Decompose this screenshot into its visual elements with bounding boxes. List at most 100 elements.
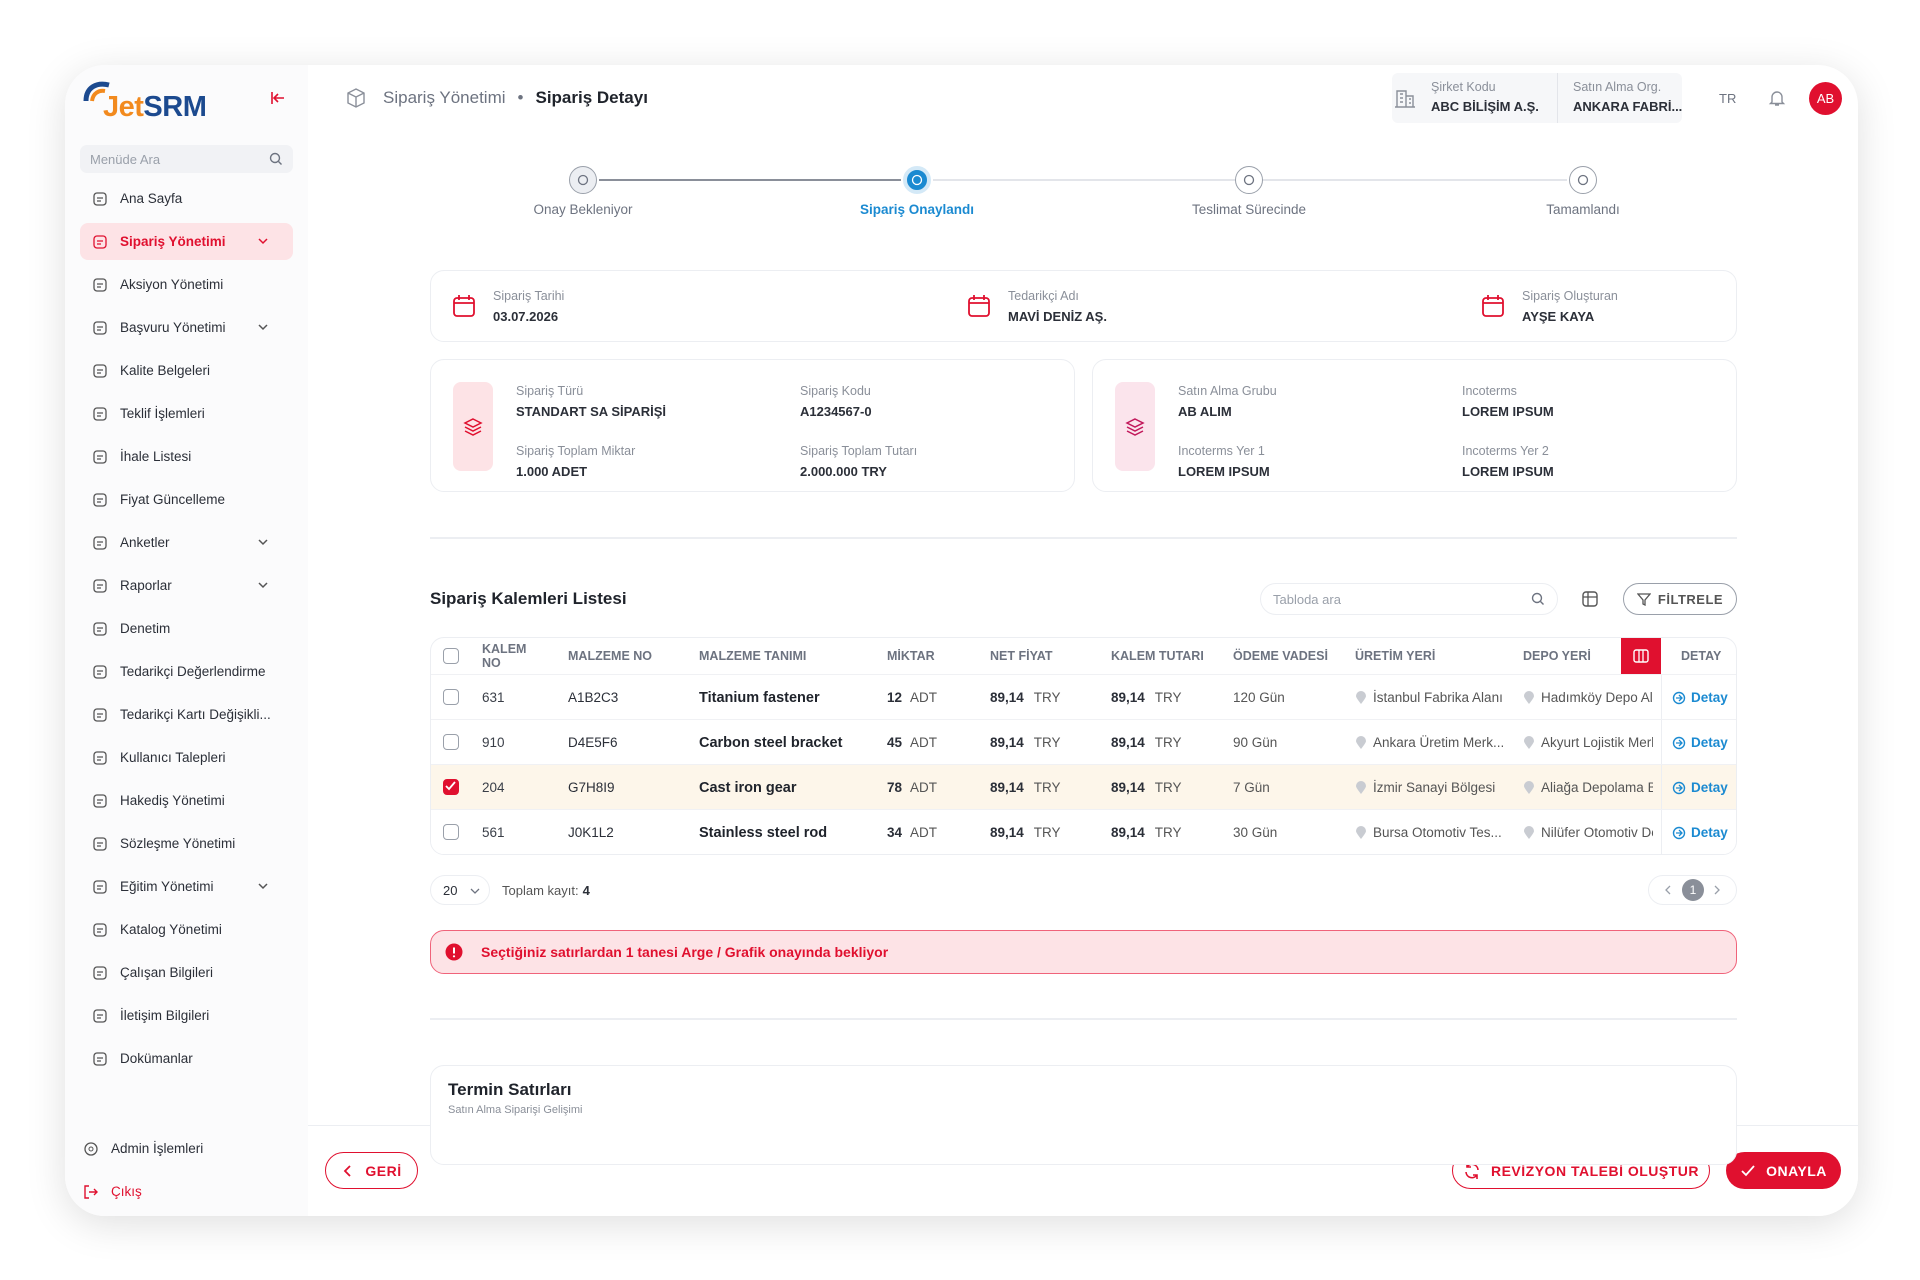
menu-label: Tedarikçi Değerlendirme (120, 664, 266, 679)
step-circle (903, 166, 931, 194)
icon (93, 750, 107, 765)
item-no: 561 (482, 810, 552, 854)
net-price: 89,14 TRY (990, 720, 1100, 765)
page-size[interactable]: 20 (430, 875, 490, 905)
value: 03.07.2026 (493, 309, 559, 324)
next[interactable] (1712, 885, 1722, 895)
menu-item[interactable]: Anketler (80, 524, 293, 561)
filter-button[interactable]: FİLTRELE (1623, 583, 1737, 615)
detail-text: Detay (1691, 825, 1728, 840)
label: ONAYLA (1766, 1162, 1827, 1179)
logout-link[interactable]: Çıkış (71, 1173, 284, 1210)
label: Incoterms Yer 2 (1462, 444, 1549, 458)
columns-toggle[interactable] (1621, 638, 1661, 674)
value: AYŞE KAYA (1522, 309, 1595, 324)
payment-term-text: 90 Gün (1233, 735, 1278, 750)
material-no-text: G7H8I9 (568, 780, 615, 795)
price-currency: TRY (1033, 825, 1061, 840)
material-no: A1B2C3 (568, 675, 688, 720)
summary-item: Sipariş Tarihi 03.07.2026 (493, 289, 564, 324)
price-value: 89,14 (990, 825, 1024, 840)
menu-item[interactable]: Fiyat Güncelleme (80, 481, 293, 518)
pager: 1 (1648, 875, 1737, 905)
logo-part: SRM (143, 91, 207, 123)
menu-label: Sipariş Yönetimi (120, 234, 226, 249)
table-search[interactable]: Tabloda ara (1260, 583, 1558, 615)
row-checkbox[interactable] (443, 689, 459, 705)
item-no: 631 (482, 675, 552, 720)
label: Incoterms (1462, 384, 1517, 398)
menu-item[interactable]: Katalog Yönetimi (80, 911, 293, 948)
menu-item[interactable]: Ana Sayfa (80, 180, 293, 217)
menu-item[interactable]: Aksiyon Yönetimi (80, 266, 293, 303)
menu-item[interactable]: Kullanıcı Talepleri (80, 739, 293, 776)
icon (1356, 735, 1366, 749)
language[interactable]: TR (1719, 91, 1737, 106)
table-row: 204 G7H8I9 Cast iron gear 78 ADT 89,14 TRY 89,1… (431, 764, 1736, 810)
menu-item[interactable]: Teklif İşlemleri (80, 395, 293, 432)
step-circle (1569, 166, 1597, 194)
prev[interactable] (1663, 885, 1673, 895)
menu-item[interactable]: Sipariş Yönetimi (80, 223, 293, 260)
breadcrumb-item[interactable]: Sipariş Yönetimi (383, 88, 506, 107)
export-button[interactable] (1578, 587, 1602, 611)
qty-unit: ADT (910, 735, 938, 750)
menu-item[interactable]: Dokümanlar (80, 1040, 293, 1077)
value: 1.000 ADET (516, 464, 588, 479)
menu-item[interactable]: Eğitim Yönetimi (80, 868, 293, 905)
plant: Bursa Otomotiv Tes... (1355, 810, 1515, 854)
summary-box (430, 270, 1737, 342)
back-button[interactable]: GERİ (325, 1152, 418, 1189)
menu-item[interactable]: Çalışan Bilgileri (80, 954, 293, 991)
plant: Ankara Üretim Merk... (1355, 720, 1515, 765)
column-header: KALEM TUTARI (1111, 649, 1204, 663)
menu-item[interactable]: Denetim (80, 610, 293, 647)
icon (453, 295, 475, 317)
breadcrumb: Sipariş Yönetimi • Sipariş Detayı (383, 88, 648, 108)
qty-value: 78 (887, 780, 903, 795)
icon (1524, 690, 1534, 704)
step-circle (569, 166, 597, 194)
detail-link[interactable]: Detay (1661, 810, 1736, 854)
icon (1577, 174, 1589, 186)
menu-item[interactable]: Başvuru Yönetimi (80, 309, 293, 346)
column-header: DETAY (1681, 649, 1722, 663)
approve-button[interactable]: ONAYLA (1726, 1152, 1841, 1189)
quantity: 78 ADT (887, 765, 987, 810)
notification-icon[interactable] (1768, 89, 1786, 107)
icon (93, 320, 107, 335)
admin-link[interactable]: Admin İşlemleri (71, 1130, 284, 1167)
menu-item[interactable]: Sözleşme Yönetimi (80, 825, 293, 862)
icon (577, 174, 589, 186)
item-no-text: 631 (482, 690, 505, 705)
icon (93, 277, 107, 292)
menu-item[interactable]: Raporlar (80, 567, 293, 604)
value: LOREM IPSUM (1178, 464, 1270, 479)
menu-item[interactable]: Kalite Belgeleri (80, 352, 293, 389)
menu-search[interactable]: Menüde Ara (80, 145, 293, 173)
menu-item[interactable]: Tedarikçi Değerlendirme (80, 653, 293, 690)
material-no-text: D4E5F6 (568, 735, 618, 750)
step-label: Teslimat Sürecinde (1191, 202, 1307, 217)
menu-item[interactable]: Hakediş Yönetimi (80, 782, 293, 819)
current-page[interactable]: 1 (1682, 879, 1704, 901)
row-checkbox[interactable] (443, 824, 459, 840)
field: Incoterms LOREM IPSUM (1462, 384, 1554, 419)
menu-item[interactable]: İhale Listesi (80, 438, 293, 475)
detail-link[interactable]: Detay (1661, 765, 1736, 810)
header-checkbox[interactable] (443, 648, 459, 664)
detail-link[interactable]: Detay (1661, 675, 1736, 720)
menu-item[interactable]: Tedarikçi Kartı Değişikli... (80, 696, 293, 733)
row-checkbox[interactable] (443, 779, 459, 795)
collapse-button[interactable] (270, 91, 286, 105)
search-placeholder: Tabloda ara (1273, 592, 1341, 607)
avatar[interactable]: AB (1809, 82, 1842, 115)
total-currency: TRY (1154, 735, 1182, 750)
total-records: Toplam kayıt: 4 (502, 883, 590, 898)
qty-unit: ADT (910, 690, 938, 705)
menu-item[interactable]: İletişim Bilgileri (80, 997, 293, 1034)
icon (93, 1051, 107, 1066)
detail-link[interactable]: Detay (1661, 720, 1736, 765)
row-checkbox[interactable] (443, 734, 459, 750)
step-line (599, 179, 901, 181)
